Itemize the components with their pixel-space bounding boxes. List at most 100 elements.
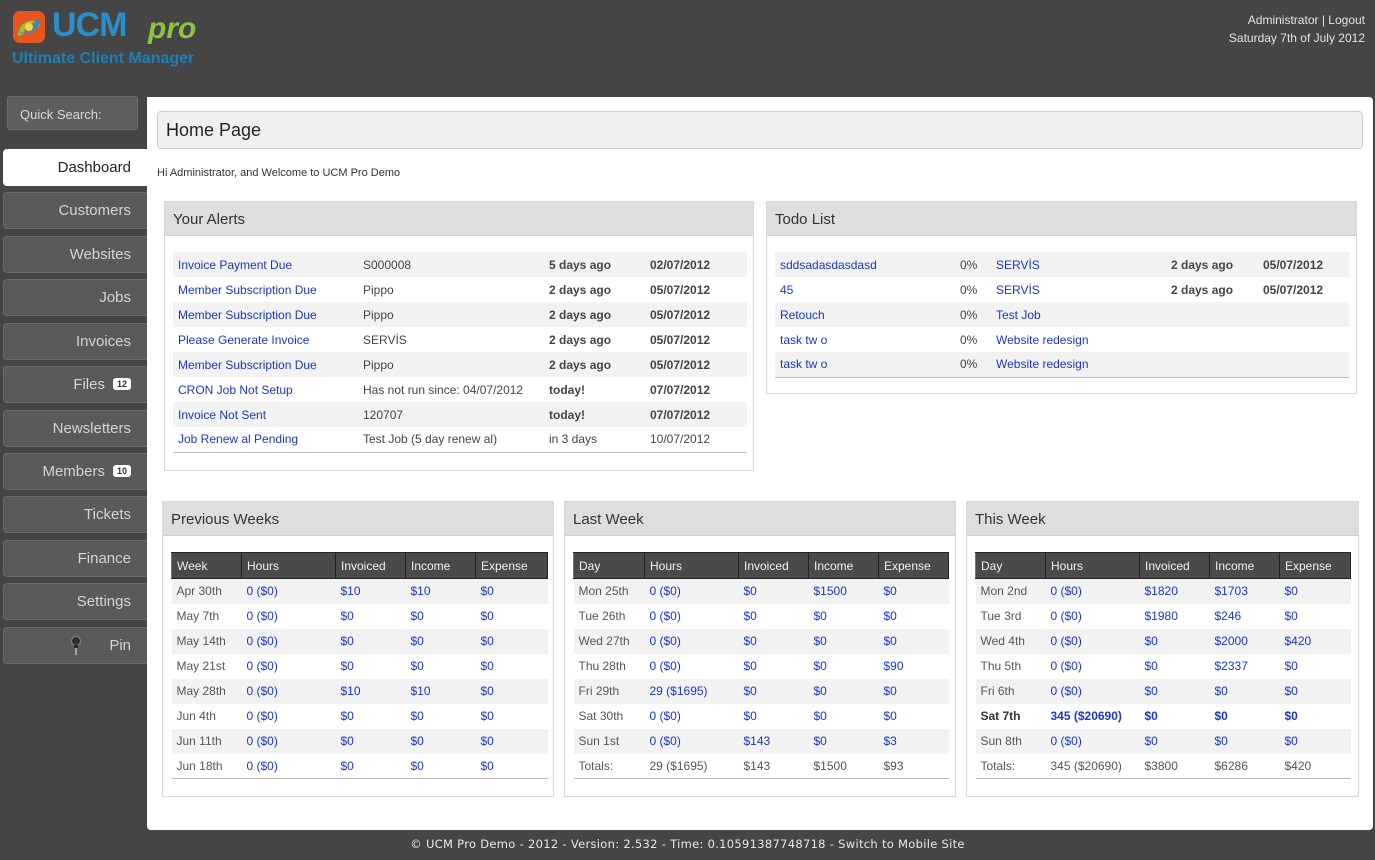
stats-row: Tue 26th 0 ($0) $0 $0 $0 xyxy=(574,604,949,629)
todo-task-link[interactable]: Retouch xyxy=(780,307,825,322)
alert-date-cell: 05/07/2012 xyxy=(650,332,711,347)
nav-item-members[interactable]: Members 10 xyxy=(3,453,148,490)
column-header: Hours xyxy=(644,552,739,579)
todo-row: task tw o 0% Website redesign xyxy=(775,352,1349,378)
nav-item-files[interactable]: Files 12 xyxy=(3,366,148,403)
value-cell: $2000 xyxy=(1209,628,1280,654)
todo-task-link[interactable]: sddsadasdasdasd xyxy=(780,257,877,272)
nav-item-label: Tickets xyxy=(84,506,131,523)
nav-item-label: Dashboard xyxy=(57,159,131,176)
alert-row: Member Subscription Due Pippo 2 days ago 05… xyxy=(173,352,747,377)
todo-job-link[interactable]: Website redesign xyxy=(996,357,1089,372)
nav-item-label: Finance xyxy=(77,550,131,567)
todo-progress-cell: 0% xyxy=(955,352,991,378)
stats-row: Wed 4th 0 ($0) $0 $2000 $420 xyxy=(975,628,1351,654)
nav-item-invoices[interactable]: Invoices xyxy=(3,323,148,360)
value-cell: $0 xyxy=(410,659,424,673)
value-cell: $0 xyxy=(1284,709,1298,723)
logo[interactable]: UCM pro Ultimate Client Manager xyxy=(12,6,212,72)
todo-task-link[interactable]: task tw o xyxy=(780,332,828,347)
last-week-title: Last Week xyxy=(565,502,955,536)
value-cell: $0 xyxy=(475,678,548,704)
value-cell: $0 xyxy=(335,753,406,779)
nav-item-pin[interactable]: Pin xyxy=(3,627,148,664)
todo-task-link[interactable]: task tw o xyxy=(780,357,828,372)
alert-link[interactable]: Member Subscription Due xyxy=(178,357,317,372)
nav-item-jobs[interactable]: Jobs xyxy=(3,279,148,316)
nav-item-tickets[interactable]: Tickets xyxy=(3,496,148,533)
stats-row: May 28th 0 ($0) $10 $10 $0 xyxy=(171,678,548,704)
period-cell: Mon 25th xyxy=(573,578,645,604)
period-cell: Wed 4th xyxy=(975,628,1046,654)
value-cell: $0 xyxy=(1139,628,1210,654)
alert-date-cell: 05/07/2012 xyxy=(650,282,711,297)
value-cell: 0 ($0) xyxy=(1045,578,1140,604)
column-header: Hours xyxy=(1045,552,1140,579)
value-cell: $0 xyxy=(813,659,827,673)
alert-when-cell: 2 days ago xyxy=(544,352,645,377)
value-cell: 0 ($0) xyxy=(649,659,681,673)
value-cell: $143 xyxy=(738,728,809,754)
value-cell: 0 ($0) xyxy=(644,728,739,754)
todo-task-link[interactable]: 45 xyxy=(780,282,794,297)
nav-item-label: Files xyxy=(73,376,105,393)
period-cell: Tue 26th xyxy=(578,609,626,623)
todo-task-cell: Retouch xyxy=(775,302,955,327)
logo-tagline: Ultimate Client Manager xyxy=(12,50,195,67)
todo-row: 45 0% SERVİS 2 days ago 05/07/2012 xyxy=(775,277,1349,302)
nav-item-label: Websites xyxy=(69,246,131,263)
stats-row: Jun 18th 0 ($0) $0 $0 $0 xyxy=(171,753,548,779)
todo-job-link[interactable]: Test Job xyxy=(996,307,1041,322)
value-cell: $0 xyxy=(1279,578,1351,604)
nav-item-label: Members xyxy=(42,463,105,480)
nav-item-websites[interactable]: Websites xyxy=(3,236,148,273)
this-week-table: Day Hours Invoiced Income Expense Mon 2nd 0 ($… xyxy=(975,552,1351,779)
stats-row: May 14th 0 ($0) $0 $0 $0 xyxy=(171,628,548,654)
value-cell: 0 ($0) xyxy=(241,678,336,704)
alert-link[interactable]: Member Subscription Due xyxy=(178,307,317,322)
alert-link[interactable]: Invoice Payment Due xyxy=(178,257,293,272)
alert-link[interactable]: Invoice Not Sent xyxy=(178,407,267,422)
alert-link[interactable]: CRON Job Not Setup xyxy=(178,382,293,397)
todo-date-cell: 05/07/2012 xyxy=(1263,282,1324,297)
value-cell: $0 xyxy=(743,609,757,623)
nav-item-newsletters[interactable]: Newsletters xyxy=(3,410,148,447)
alert-row: Invoice Payment Due S000008 5 days ago 02/0… xyxy=(173,252,747,277)
user-link[interactable]: Administrator xyxy=(1247,13,1319,27)
alert-item-cell: Pippo xyxy=(363,282,394,297)
todo-job-link[interactable]: Website redesign xyxy=(996,332,1089,347)
value-cell: $0 xyxy=(878,578,949,604)
nav-item-dashboard[interactable]: Dashboard xyxy=(3,149,148,186)
mobile-site-link[interactable]: Switch to Mobile Site xyxy=(838,837,965,851)
todo-job-link[interactable]: SERVİS xyxy=(996,282,1040,297)
alert-item-cell: Test Job (5 day renew al) xyxy=(358,427,544,453)
todo-date-cell xyxy=(1258,352,1349,378)
value-cell: $2337 xyxy=(1214,659,1248,673)
logo-pro-text: pro xyxy=(148,12,197,45)
todo-task-cell: sddsadasdasdasd xyxy=(775,252,955,277)
logout-link[interactable]: Logout xyxy=(1328,13,1365,27)
alert-link[interactable]: Job Renew al Pending xyxy=(178,432,299,447)
stats-row: Jun 11th 0 ($0) $0 $0 $0 xyxy=(171,728,548,754)
value-cell: 0 ($0) xyxy=(1045,678,1140,704)
last-week-box: Last Week Day Hours Invoiced Income Expense M… xyxy=(564,501,956,797)
last-week-table: Day Hours Invoiced Income Expense Mon 25th 0 (… xyxy=(573,552,949,779)
nav-item-settings[interactable]: Settings xyxy=(3,583,148,620)
value-cell: $0 xyxy=(1144,709,1158,723)
todo-job-link[interactable]: SERVİS xyxy=(996,257,1040,272)
value-cell: $0 xyxy=(405,728,476,754)
value-cell: $0 xyxy=(743,659,757,673)
alerts-box: Your Alerts Invoice Payment Due S000008 5 … xyxy=(164,201,754,471)
todo-date-cell: 05/07/2012 xyxy=(1258,252,1349,277)
nav-item-customers[interactable]: Customers xyxy=(3,192,148,229)
value-cell: $3 xyxy=(878,728,949,754)
quick-search-input[interactable]: Quick Search: xyxy=(7,96,138,130)
value-cell: 345 ($20690) xyxy=(1050,709,1122,723)
alert-link[interactable]: Member Subscription Due xyxy=(178,282,317,297)
footer: © UCM Pro Demo - 2012 - Version: 2.532 -… xyxy=(0,837,1375,851)
alert-link[interactable]: Please Generate Invoice xyxy=(178,332,310,347)
value-cell: 0 ($0) xyxy=(1045,728,1140,754)
members-count-badge: 10 xyxy=(112,465,131,477)
todo-progress-cell: 0% xyxy=(960,332,978,347)
nav-item-finance[interactable]: Finance xyxy=(3,540,148,577)
